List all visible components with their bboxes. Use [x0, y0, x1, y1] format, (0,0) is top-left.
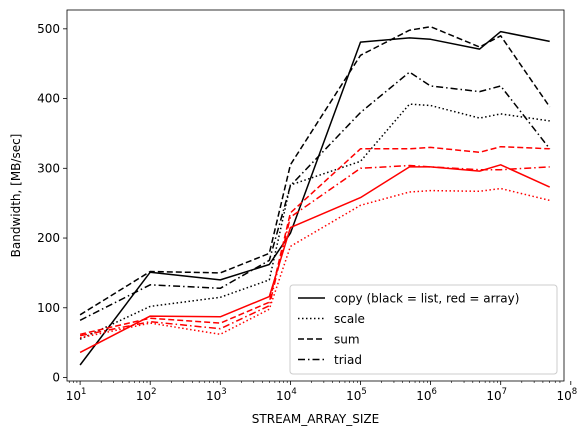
x-tick-label: 103 — [206, 387, 227, 403]
x-tick-label-exponent: 7 — [502, 387, 507, 397]
series-line-list-scale — [79, 103, 550, 340]
x-tick-label: 106 — [416, 387, 437, 403]
x-tick-label-exponent: 2 — [151, 387, 156, 397]
plot-frame — [66, 9, 565, 382]
legend-entry-label: copy (black = list, red = array) — [334, 292, 519, 306]
x-axis-title: STREAM_ARRAY_SIZE — [252, 412, 379, 426]
series-line-list-sum — [79, 25, 551, 316]
x-tick-label: 105 — [346, 387, 367, 403]
series-line-array-triad — [79, 164, 550, 337]
series-line-array-scale — [79, 187, 550, 339]
x-tick-label-exponent: 4 — [291, 387, 296, 397]
x-tick-label-base: 10 — [346, 389, 361, 403]
series-layer — [79, 25, 551, 366]
x-tick-label-base: 10 — [66, 389, 81, 403]
x-tick-label-exponent: 8 — [572, 387, 577, 397]
x-tick-label-base: 10 — [276, 389, 291, 403]
series-line-array-sum — [79, 145, 550, 336]
x-tick-label-exponent: 6 — [432, 387, 437, 397]
x-tick-label-base: 10 — [206, 389, 221, 403]
y-tick-label: 200 — [37, 231, 60, 245]
y-axis: 0 100 200 300 400 500 — [37, 22, 67, 385]
legend-entry-label: triad — [334, 353, 362, 367]
y-tick-label: 400 — [37, 92, 60, 106]
x-tick-label-exponent: 1 — [81, 387, 86, 397]
x-tick-label: 102 — [136, 387, 157, 403]
x-tick-label: 101 — [66, 387, 87, 403]
legend: copy (black = list, red = array) scale sum… — [289, 284, 558, 375]
x-tick-label: 107 — [486, 387, 507, 403]
x-tick-label: 104 — [276, 387, 297, 403]
x-tick-label-base: 10 — [556, 389, 571, 403]
x-tick-label-exponent: 3 — [221, 387, 226, 397]
y-tick-label: 300 — [37, 161, 60, 175]
x-axis: 101 102 103 104 105 106 107 108 — [66, 381, 577, 403]
y-tick-label: 100 — [37, 301, 60, 315]
legend-box — [289, 284, 558, 375]
y-axis-title: Bandwidth, [MB/sec] — [9, 134, 23, 258]
x-tick-label: 108 — [556, 387, 577, 403]
y-tick-label: 0 — [52, 371, 60, 385]
x-tick-label-exponent: 5 — [361, 387, 366, 397]
y-tick-label: 500 — [37, 22, 60, 36]
x-tick-label-base: 10 — [486, 389, 501, 403]
legend-entry-label: scale — [334, 312, 365, 326]
x-tick-label-base: 10 — [136, 389, 151, 403]
x-tick-label-base: 10 — [416, 389, 431, 403]
legend-entry-label: sum — [334, 333, 360, 347]
